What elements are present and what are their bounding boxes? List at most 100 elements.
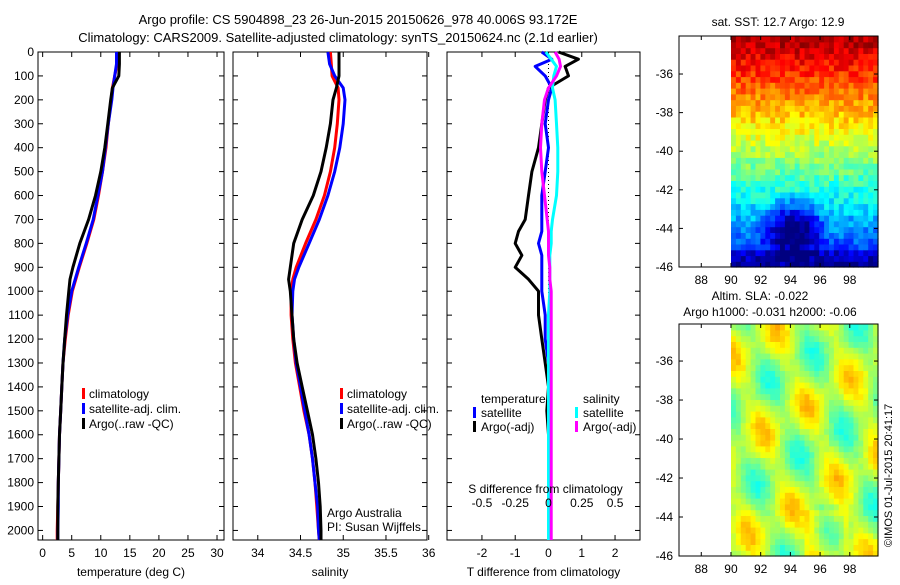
- map-cell: [858, 197, 864, 205]
- map-cell: [794, 111, 801, 118]
- legend-marker: [340, 388, 343, 399]
- map-cell: [770, 353, 776, 360]
- map-cell: [829, 134, 835, 141]
- map-cell: [780, 364, 786, 371]
- map-cell: [873, 59, 879, 66]
- map-cell: [838, 486, 845, 493]
- map-cell: [848, 358, 855, 366]
- map-cell: [765, 238, 771, 245]
- map-cell: [843, 515, 850, 522]
- x-tick-label: 15: [123, 546, 137, 560]
- map-cell: [765, 139, 771, 147]
- map-cell: [868, 215, 874, 222]
- map-cell: [873, 416, 879, 424]
- map-cell: [838, 180, 845, 187]
- map-cell: [814, 492, 820, 499]
- map-cell: [853, 324, 859, 331]
- map-cell: [838, 527, 845, 534]
- map-cell: [858, 527, 864, 534]
- map-cell: [868, 515, 874, 522]
- map-cell: [750, 93, 757, 101]
- map-cell: [843, 335, 850, 342]
- map-cell: [740, 486, 747, 493]
- map-cell: [755, 163, 761, 170]
- map-cell: [843, 445, 850, 453]
- map-cell: [789, 203, 796, 210]
- map-cell: [780, 232, 786, 239]
- map-cell: [784, 498, 791, 505]
- map-cell: [824, 145, 830, 153]
- map-cell: [799, 47, 806, 54]
- map-cell: [794, 88, 801, 95]
- map-cell: [794, 550, 801, 557]
- map-cell: [863, 486, 869, 493]
- map-cell: [804, 347, 810, 354]
- map-cell: [873, 191, 879, 199]
- map-cell: [735, 474, 742, 482]
- map-cell: [775, 486, 781, 493]
- map-cell: [770, 203, 776, 210]
- map-cell: [789, 335, 796, 342]
- map-cell: [789, 498, 796, 505]
- map-cell: [731, 422, 737, 429]
- map-cell: [799, 445, 806, 453]
- map-cell: [868, 122, 874, 129]
- map-cell: [809, 145, 815, 153]
- map-cell: [833, 226, 840, 233]
- map-cell: [843, 116, 850, 124]
- map-cell: [775, 382, 781, 389]
- map-cell: [848, 197, 855, 205]
- map-cell: [775, 329, 781, 337]
- map-cell: [740, 411, 747, 418]
- map-cell: [794, 180, 801, 187]
- map-cell: [829, 428, 835, 435]
- map-cell: [750, 226, 757, 233]
- map-cell: [760, 509, 766, 516]
- map-cell: [863, 387, 869, 395]
- map-cell: [868, 232, 874, 239]
- map-cell: [731, 238, 737, 245]
- map-cell: [853, 382, 859, 389]
- map-cell: [755, 82, 761, 89]
- map-cell: [863, 498, 869, 505]
- legend-label: Argo(-adj): [481, 420, 534, 434]
- map-cell: [858, 445, 864, 453]
- map-cell: [868, 197, 874, 205]
- map-cell: [843, 376, 850, 383]
- map-cell: [868, 434, 874, 441]
- map-cell: [794, 82, 801, 89]
- map-cell: [750, 116, 757, 124]
- map-cell: [848, 486, 855, 493]
- map-cell: [804, 59, 810, 66]
- map-cell: [843, 364, 850, 371]
- map-cell: [848, 370, 855, 377]
- map-cell: [819, 226, 825, 233]
- map-cell: [829, 88, 835, 95]
- map-cell: [804, 93, 810, 101]
- map-cell: [863, 503, 869, 511]
- map-cell: [833, 405, 840, 412]
- map-cell: [833, 151, 840, 158]
- map-cell: [765, 64, 771, 72]
- legend-label: satellite-adj. clim.: [89, 402, 181, 416]
- map-cell: [794, 411, 801, 418]
- map-cell: [843, 139, 850, 147]
- map-cell: [784, 249, 791, 257]
- map-cell: [731, 451, 737, 458]
- map-cell: [853, 434, 859, 441]
- s-axis-label: S difference from climatology: [468, 482, 623, 496]
- map-cell: [858, 191, 864, 199]
- map-cell: [731, 411, 737, 418]
- map-cell: [838, 116, 845, 124]
- map-cell: [760, 347, 766, 354]
- map-cell: [755, 53, 761, 60]
- map-cell: [770, 492, 776, 499]
- map-cell: [784, 261, 791, 268]
- map-cell: [755, 503, 761, 511]
- map-cell: [809, 134, 815, 141]
- map-cell: [873, 532, 879, 540]
- map-cell: [780, 163, 786, 170]
- map-cell: [853, 215, 859, 222]
- map-cell: [804, 428, 810, 435]
- map-cell: [838, 76, 845, 83]
